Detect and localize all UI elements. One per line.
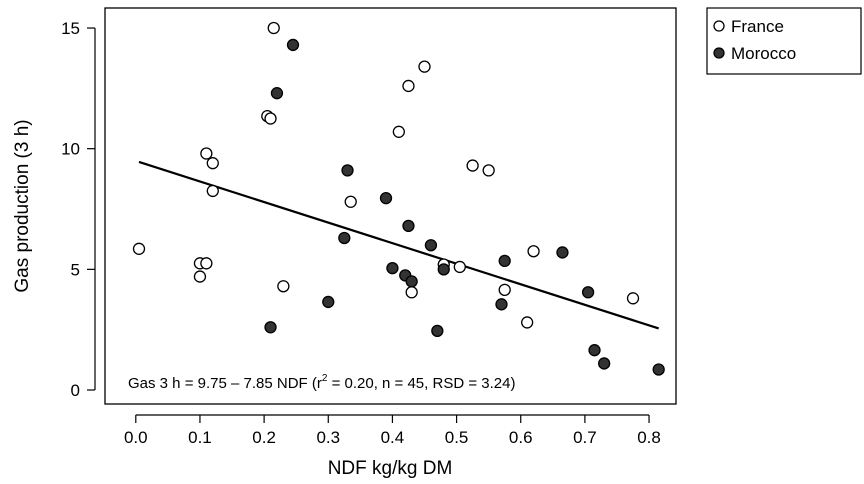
legend-box <box>706 7 862 75</box>
y-tick-label: 5 <box>71 260 80 279</box>
data-point <box>193 270 207 283</box>
data-point <box>588 344 601 357</box>
data-point <box>264 112 277 125</box>
data-point <box>267 21 280 35</box>
annotation-text: = 0.20, n = 45, RSD = 3.24) <box>327 375 515 392</box>
plot-frame <box>104 7 677 405</box>
data-point <box>405 275 418 288</box>
data-point <box>581 286 595 299</box>
annotation-superscript: 2 <box>322 373 328 384</box>
data-point <box>402 219 415 233</box>
fit-line <box>138 160 660 330</box>
x-tick-label: 0.1 <box>188 428 212 447</box>
legend-marker <box>713 20 725 32</box>
data-point <box>652 363 665 376</box>
legend-marker <box>713 47 725 59</box>
y-tick-label: 10 <box>61 140 80 159</box>
data-point <box>521 316 534 329</box>
data-point <box>453 260 466 274</box>
data-point <box>402 79 415 93</box>
x-tick-label: 0.5 <box>445 428 469 447</box>
data-point <box>200 257 213 270</box>
legend-label: France <box>731 17 784 36</box>
annotation-text: Gas 3 h = 9.75 – 7.85 NDF (r <box>128 375 322 392</box>
data-point <box>498 254 511 268</box>
y-tick-label: 0 <box>71 381 80 400</box>
x-tick-label: 0.2 <box>252 428 276 447</box>
data-point <box>556 246 569 259</box>
x-tick-label: 0.6 <box>509 428 533 447</box>
data-point <box>386 261 399 275</box>
data-point <box>498 283 511 297</box>
data-point <box>206 157 219 170</box>
data-point <box>277 280 290 293</box>
data-point <box>200 147 213 160</box>
data-point <box>392 125 405 138</box>
data-point <box>424 239 438 252</box>
data-point <box>597 357 611 370</box>
x-axis-label: NDF kg/kg DM <box>328 458 453 479</box>
data-point <box>206 184 219 198</box>
legend-label: Morocco <box>731 44 796 63</box>
x-tick-label: 0.0 <box>124 428 148 447</box>
data-point <box>341 164 354 177</box>
data-point <box>286 38 300 52</box>
data-point <box>418 60 431 73</box>
data-point <box>437 263 450 276</box>
data-point <box>322 295 335 309</box>
y-axis-label: Gas production (3 h) <box>12 119 33 292</box>
data-point <box>482 164 495 177</box>
x-tick-label: 0.8 <box>637 428 661 447</box>
x-tick-label: 0.7 <box>573 428 597 447</box>
data-point <box>466 159 479 172</box>
data-point <box>338 231 351 245</box>
data-point <box>270 87 284 100</box>
data-point <box>132 242 146 255</box>
y-tick-label: 15 <box>61 19 80 38</box>
data-point <box>626 292 640 305</box>
data-point <box>405 286 418 299</box>
annotation: Gas 3 h = 9.75 – 7.85 NDF (r2 = 0.20, n … <box>128 373 515 392</box>
data-point <box>379 192 393 205</box>
x-tick-label: 0.4 <box>381 428 405 447</box>
x-tick-label: 0.3 <box>316 428 340 447</box>
data-point <box>431 324 444 338</box>
data-point <box>527 245 540 258</box>
data-point <box>264 321 277 334</box>
data-point <box>344 195 357 208</box>
data-point <box>495 298 508 311</box>
